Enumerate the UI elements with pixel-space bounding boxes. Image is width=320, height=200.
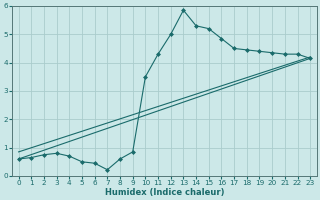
X-axis label: Humidex (Indice chaleur): Humidex (Indice chaleur) [105,188,224,197]
